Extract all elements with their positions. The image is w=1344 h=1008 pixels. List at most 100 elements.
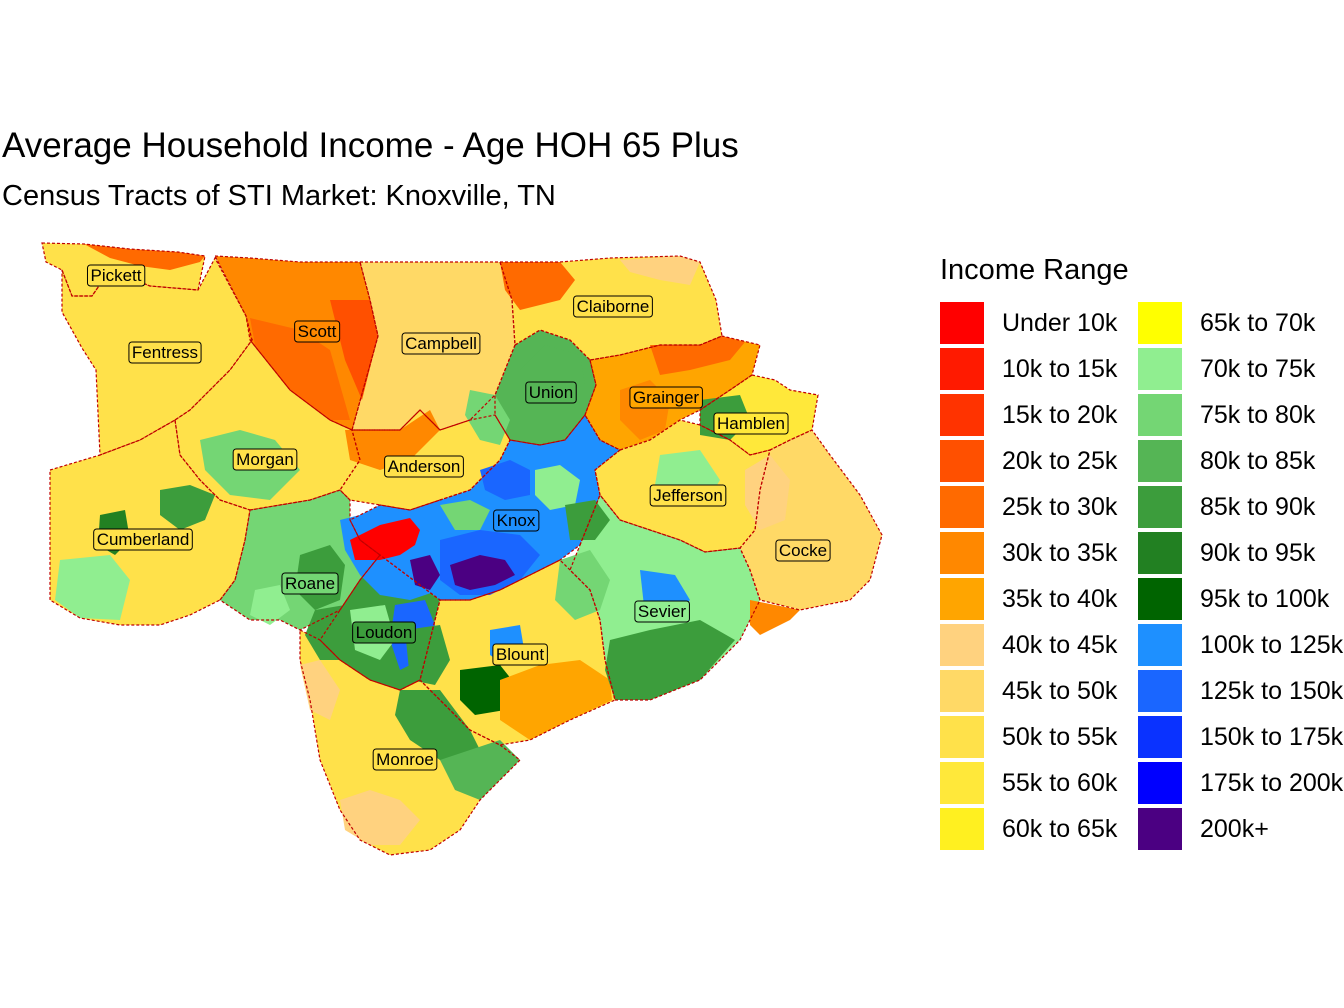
legend-swatch — [1138, 532, 1182, 574]
svg-text:Claiborne: Claiborne — [577, 297, 650, 316]
county-label-scott: Scott — [294, 320, 341, 343]
legend-swatch — [940, 486, 984, 528]
legend-label: 10k to 15k — [1002, 355, 1118, 383]
legend-swatch — [1138, 624, 1182, 666]
map-subtitle: Census Tracts of STI Market: Knoxville, … — [2, 180, 556, 212]
county-border — [569, 493, 761, 701]
legend-label: 200k+ — [1200, 815, 1269, 843]
legend-swatch — [1138, 302, 1182, 344]
tract-fill — [480, 460, 530, 500]
legend-label: 25k to 30k — [1002, 493, 1118, 521]
county-label-blount: Blount — [492, 643, 548, 666]
legend-label: 50k to 55k — [1002, 723, 1118, 751]
county-label-fentress: Fentress — [128, 341, 202, 364]
county-border — [349, 413, 622, 601]
legend-label: 20k to 25k — [1002, 447, 1118, 475]
legend-label: 70k to 75k — [1200, 355, 1316, 383]
county-label-claiborne: Claiborne — [573, 295, 653, 318]
legend-label: 65k to 70k — [1200, 309, 1316, 337]
county-label-monroe: Monroe — [372, 748, 438, 771]
legend-label: 15k to 20k — [1002, 401, 1118, 429]
legend-swatch — [1138, 394, 1182, 436]
tract-fill — [605, 620, 735, 700]
legend-swatch — [940, 394, 984, 436]
tract-fill — [55, 555, 130, 620]
legend-swatch — [940, 624, 984, 666]
svg-text:Fentress: Fentress — [132, 343, 198, 362]
svg-text:Union: Union — [529, 383, 573, 402]
county-label-grainger: Grainger — [629, 386, 703, 409]
county-label-jefferson: Jefferson — [649, 484, 727, 507]
legend-label: 30k to 35k — [1002, 539, 1118, 567]
legend-label: 35k to 40k — [1002, 585, 1118, 613]
county-border — [419, 559, 616, 746]
tract-fill — [350, 518, 420, 560]
legend-label: 55k to 60k — [1002, 769, 1118, 797]
svg-text:Cumberland: Cumberland — [97, 530, 190, 549]
legend-label: 95k to 100k — [1200, 585, 1330, 613]
tract-fill — [565, 500, 610, 540]
tract-fill — [305, 605, 360, 660]
legend-label: 100k to 125k — [1200, 631, 1344, 659]
svg-text:Anderson: Anderson — [388, 457, 461, 476]
svg-text:Grainger: Grainger — [633, 388, 699, 407]
tract-fill — [410, 555, 440, 590]
tract-fill — [440, 500, 490, 530]
county-labels: Pickett Scott Campbell Claiborne Fentress Uni… — [86, 264, 831, 771]
county-label-loudon: Loudon — [352, 621, 416, 644]
legend-swatch — [1138, 762, 1182, 804]
svg-text:Monroe: Monroe — [376, 750, 434, 769]
county-borders — [41, 242, 883, 856]
county-border — [584, 335, 761, 451]
legend-label: 60k to 65k — [1002, 815, 1118, 843]
tract-fill — [160, 485, 215, 530]
svg-text:Loudon: Loudon — [356, 623, 413, 642]
legend-swatch — [1138, 808, 1182, 850]
svg-text:Blount: Blount — [496, 645, 544, 664]
legend-swatch — [940, 670, 984, 712]
svg-text:Hamblen: Hamblen — [717, 414, 785, 433]
legend-swatch — [940, 762, 984, 804]
county-label-morgan: Morgan — [232, 448, 298, 471]
county-label-hamblen: Hamblen — [713, 412, 789, 435]
tract-fill — [250, 585, 290, 625]
legend-swatch — [940, 302, 984, 344]
legend-label: 40k to 45k — [1002, 631, 1118, 659]
legend-swatch — [1138, 348, 1182, 390]
county-border — [351, 261, 516, 431]
county-border — [61, 256, 253, 456]
map-title: Average Household Income - Age HOH 65 Pl… — [2, 126, 739, 165]
legend-label: 150k to 175k — [1200, 723, 1344, 751]
svg-text:Knox: Knox — [497, 511, 536, 530]
legend-label: 75k to 80k — [1200, 401, 1316, 429]
county-label-cocke: Cocke — [775, 539, 831, 562]
county-border — [339, 409, 511, 511]
tract-fill — [340, 790, 420, 845]
legend-swatch — [1138, 440, 1182, 482]
county-border — [213, 255, 379, 431]
county-label-roane: Roane — [281, 572, 339, 595]
county-label-campbell: Campbell — [401, 332, 481, 355]
legend-swatch — [940, 348, 984, 390]
legend-swatch — [940, 532, 984, 574]
county-border — [299, 629, 521, 856]
legend-label: 125k to 150k — [1200, 677, 1344, 705]
tract-fill — [500, 660, 612, 740]
svg-text:Campbell: Campbell — [405, 334, 477, 353]
county-label-anderson: Anderson — [384, 455, 464, 478]
tract-fill — [440, 740, 520, 800]
tract-fill — [535, 465, 580, 510]
tract-fill — [450, 555, 515, 590]
county-border — [494, 329, 597, 446]
legend-swatch — [1138, 716, 1182, 758]
county-label-sevier: Sevier — [634, 600, 690, 623]
svg-text:Sevier: Sevier — [638, 602, 687, 621]
tract-fill — [345, 410, 440, 470]
legend-swatch — [1138, 578, 1182, 620]
legend-swatch — [1138, 486, 1182, 528]
tract-fill — [555, 550, 610, 620]
legend-label: 85k to 90k — [1200, 493, 1316, 521]
legend-label: 175k to 200k — [1200, 769, 1344, 797]
legend-label: 90k to 95k — [1200, 539, 1316, 567]
svg-text:Morgan: Morgan — [236, 450, 294, 469]
